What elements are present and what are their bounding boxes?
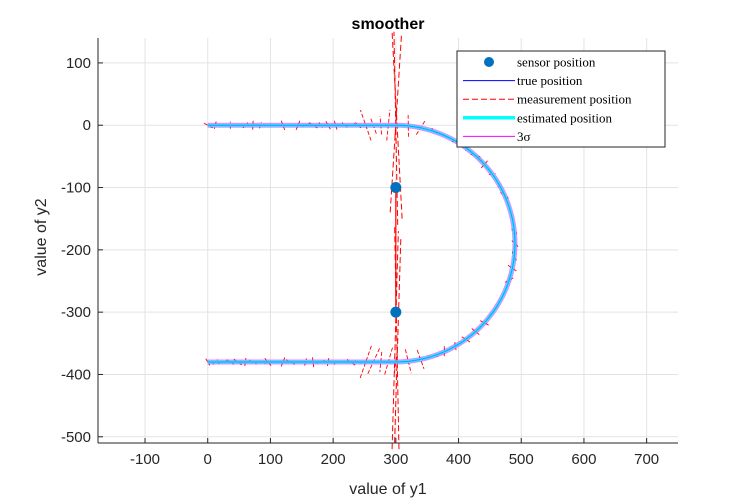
sensor-point [390, 306, 402, 318]
measurement-segment [244, 357, 247, 367]
series-true-position [207, 124, 516, 363]
axes [97, 38, 678, 444]
y-tick-label: -500 [61, 429, 91, 446]
measurement-segment [480, 160, 488, 169]
legend-swatch-marker [484, 57, 494, 67]
measurement-segment [507, 265, 517, 272]
measurement-segment [295, 120, 301, 131]
measurement-segment [333, 120, 338, 130]
measurement-ray [391, 231, 399, 450]
x-tick-label: 700 [634, 451, 659, 468]
data-layer [202, 31, 519, 450]
legend-item-label: 3σ [517, 129, 531, 144]
x-tick-label: 100 [258, 451, 283, 468]
measurement-ray [394, 237, 402, 444]
y-tick-label: -400 [61, 366, 91, 383]
y-tick-label: -300 [61, 304, 91, 321]
legend: sensor position true position measurement … [456, 50, 666, 148]
x-tick-label: 600 [571, 451, 596, 468]
measurement-segment [280, 120, 286, 131]
y-axis-label: value of y2 [33, 198, 50, 275]
ticks: -100 0 100 200 300 400 500 600 700 100 0 -100 -200 -3… [61, 55, 659, 468]
measurement-segment [325, 121, 331, 130]
legend-item-label: sensor position [517, 55, 596, 70]
measurement-segment [394, 114, 398, 136]
y-tick-label: 0 [83, 117, 91, 134]
legend-item-label: measurement position [517, 92, 632, 107]
x-tick-label: 300 [383, 451, 408, 468]
x-tick-label: 400 [446, 451, 471, 468]
sensor-point [390, 182, 402, 194]
measurement-segment [360, 109, 372, 141]
measurement-segment [479, 320, 489, 326]
measurement-ray [394, 224, 400, 450]
legend-item-label: estimated position [517, 110, 612, 125]
y-tick-label: -100 [61, 180, 91, 197]
measurement-segment [461, 336, 471, 343]
measurement-ray [389, 34, 402, 213]
measurement-segment [379, 351, 383, 373]
x-axis-label: value of y1 [349, 481, 426, 498]
x-tick-label: -100 [130, 451, 160, 468]
y-tick-label: -200 [61, 242, 91, 259]
chart-title: smoother [352, 16, 425, 33]
measurement-segment [454, 342, 457, 351]
x-tick-label: 500 [509, 451, 534, 468]
x-tick-label: 200 [321, 451, 346, 468]
measurement-segment [311, 356, 315, 368]
y-tick-label: 100 [66, 55, 91, 72]
measurement-segment [280, 357, 286, 367]
x-tick-label: 0 [204, 451, 212, 468]
measurement-segment [471, 328, 480, 336]
legend-item-label: true position [517, 73, 583, 88]
